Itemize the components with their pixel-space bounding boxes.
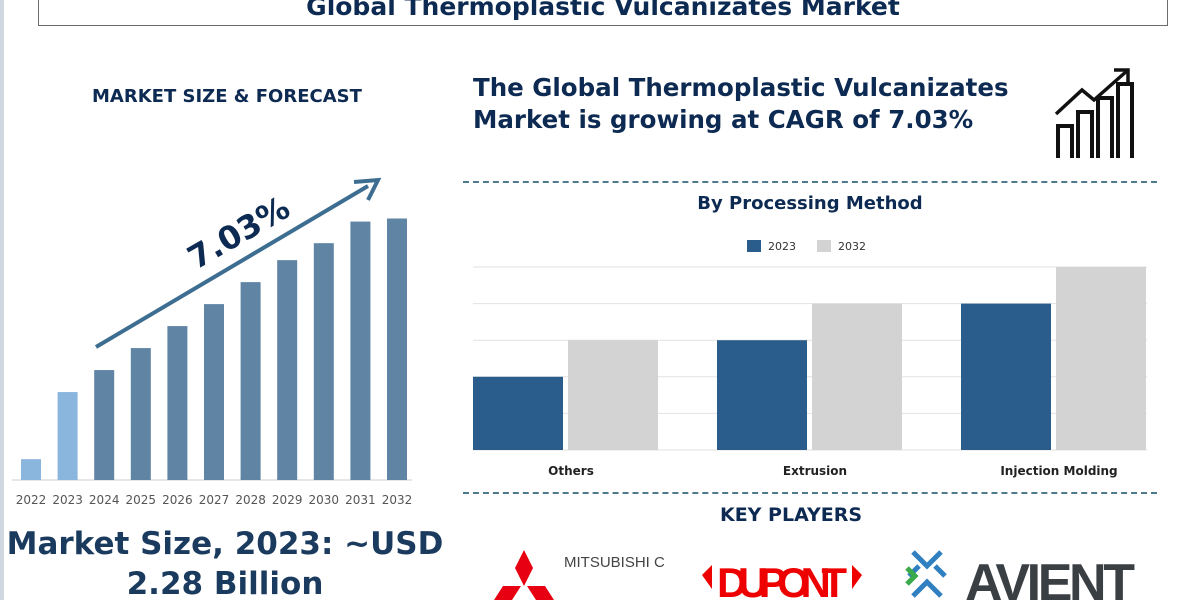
market-size-text: Market Size, 2023: ~USD 2.28 Billion — [6, 526, 444, 602]
bar-2025 — [130, 348, 151, 480]
tick-label: 2027 — [199, 493, 230, 507]
tick-label: 2031 — [345, 493, 376, 507]
dupont-logo: DUPONT — [702, 559, 862, 600]
bar-2027 — [204, 304, 224, 480]
trend-arrow — [94, 184, 370, 349]
left-border — [0, 0, 4, 600]
tick-label: 2026 — [162, 493, 193, 507]
left-heading: MARKET SIZE & FORECAST — [92, 86, 362, 107]
bar-2030 — [313, 243, 334, 480]
mitsubishi-logo: MITSUBISHI CHEMICAL GROUP — [494, 550, 664, 600]
tick-label: 2024 — [89, 493, 120, 507]
legend-swatch — [817, 240, 831, 252]
tick-label: 2022 — [16, 493, 47, 507]
bar-2031 — [350, 221, 371, 481]
key-players-heading: KEY PLAYERS — [719, 504, 863, 526]
title-banner: Global Thermoplastic Vulcanizates Market — [38, 0, 1168, 26]
trend-arrow-head — [353, 177, 382, 201]
divider — [463, 492, 1157, 494]
tick-label: 2029 — [272, 493, 303, 507]
legend-label: 2023 — [768, 240, 796, 253]
bar-Injection Molding-2032 — [1056, 267, 1146, 450]
dupont-text: DUPONT — [717, 559, 847, 600]
bar-2028 — [240, 282, 261, 480]
bar-Others-2032 — [568, 340, 658, 450]
bar-Extrusion-2032 — [812, 303, 902, 450]
bar-2032 — [387, 218, 407, 480]
category-label: Others — [548, 464, 594, 478]
bar-2023 — [57, 392, 78, 480]
bar-Extrusion-2023 — [717, 340, 807, 450]
bar-2024 — [94, 370, 115, 480]
tick-label: 2023 — [52, 493, 83, 507]
bar-2029 — [277, 260, 298, 480]
legend-swatch — [747, 240, 761, 252]
market-forecast-chart: 2022 2023 2024 2025 2026 2027 2028 2029 2030 2031… — [12, 177, 413, 507]
chart-title: By Processing Method — [697, 193, 923, 214]
bar-Others-2023 — [473, 376, 563, 450]
bar-2026 — [167, 326, 188, 480]
tick-label: 2028 — [235, 493, 266, 507]
tick-label: 2025 — [126, 493, 157, 507]
avient-text: AVIENT — [965, 554, 1135, 600]
cagr-headline: The Global Thermoplastic Vulcanizates Ma… — [473, 73, 1009, 134]
avient-logo: AVIENT — [905, 550, 1135, 600]
processing-method-chart: 2023 2032 Others Extrusion Injection Molding — [473, 240, 1147, 478]
bar-Injection Molding-2023 — [961, 303, 1051, 450]
growth-chart-icon — [1054, 68, 1134, 158]
page-title: Global Thermoplastic Vulcanizates Market — [306, 0, 900, 21]
bar-2022 — [21, 459, 41, 480]
legend-label: 2032 — [838, 240, 866, 253]
tick-label: 2032 — [382, 493, 413, 507]
divider — [463, 181, 1157, 183]
mitsubishi-text: MITSUBISHI CHEMICAL GROUP — [564, 554, 664, 571]
tick-label: 2030 — [309, 493, 340, 507]
category-label: Injection Molding — [1000, 464, 1117, 478]
category-label: Extrusion — [783, 464, 847, 478]
